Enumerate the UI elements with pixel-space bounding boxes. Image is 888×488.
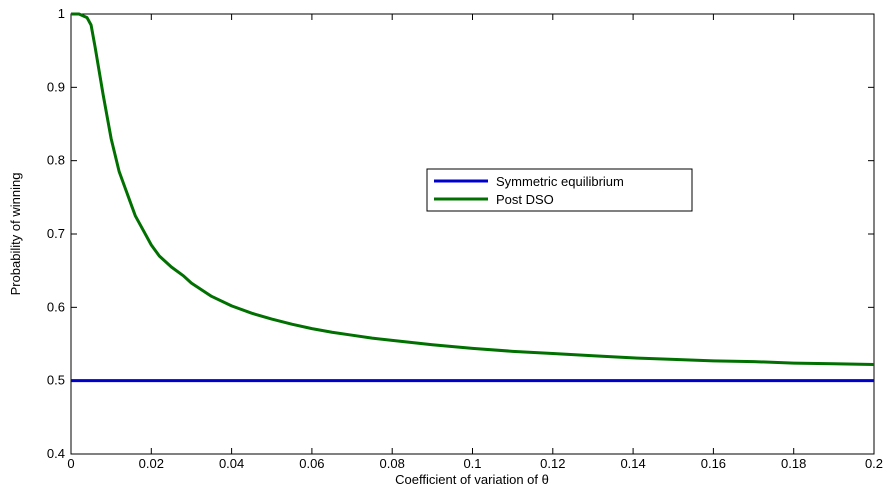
y-axis-label: Probability of winning: [8, 173, 23, 296]
x-tick-label: 0.16: [701, 456, 726, 471]
series-lines: [71, 12, 875, 383]
series-line-post-dso: [71, 12, 875, 367]
x-tick-label: 0.18: [781, 456, 806, 471]
y-tick-label: 1: [58, 6, 65, 21]
axis-tick-labels: 0 0.02 0.04 0.06 0.08 0.1 0.12 0.14 0.16 0.18 0.2 0…: [47, 6, 883, 471]
x-tick-label: 0.08: [380, 456, 405, 471]
legend-label-post-dso: Post DSO: [496, 192, 554, 207]
x-tick-label: 0.06: [299, 456, 324, 471]
x-tick-label: 0.14: [620, 456, 645, 471]
x-tick-label: 0.02: [139, 456, 164, 471]
x-tick-label: 0.2: [865, 456, 883, 471]
x-axis-label: Coefficient of variation of θ: [395, 472, 549, 487]
legend: Symmetric equilibrium Post DSO: [426, 168, 693, 212]
y-tick-label: 0.6: [47, 299, 65, 314]
legend-box: [426, 168, 693, 212]
x-tick-label: 0.1: [463, 456, 481, 471]
plot-area: [70, 13, 875, 455]
y-tick-label: 0.8: [47, 153, 65, 168]
x-tick-label: 0.04: [219, 456, 244, 471]
legend-label-symmetric-equilibrium: Symmetric equilibrium: [496, 174, 624, 189]
y-tick-label: 0.5: [47, 373, 65, 388]
y-tick-label: 0.4: [47, 446, 65, 461]
x-tick-label: 0: [67, 456, 74, 471]
y-tick-label: 0.7: [47, 226, 65, 241]
x-tick-label: 0.12: [540, 456, 565, 471]
y-tick-label: 0.9: [47, 79, 65, 94]
